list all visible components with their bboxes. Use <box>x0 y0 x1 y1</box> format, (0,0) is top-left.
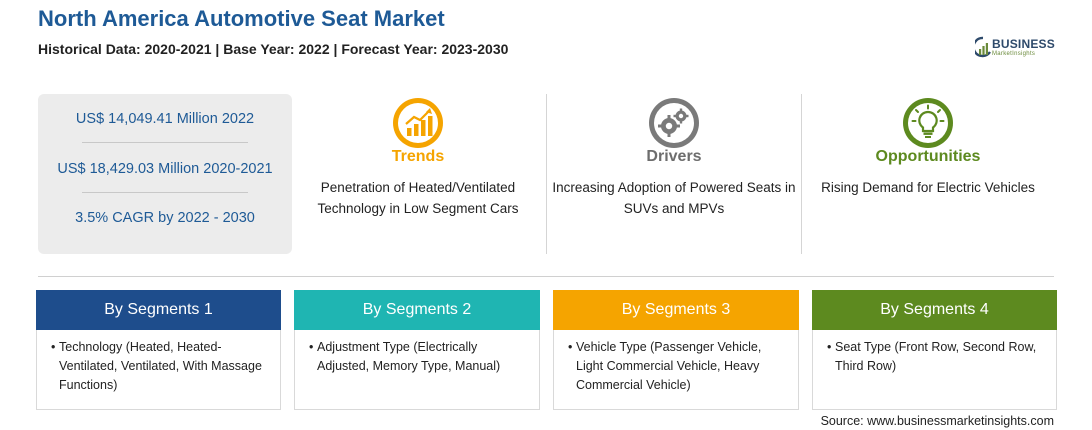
drivers-text: Increasing Adoption of Powered Seats in … <box>552 180 796 216</box>
segment-4-text: Seat Type (Front Row, Second Row, Third … <box>835 340 1037 373</box>
column-divider <box>801 94 802 254</box>
gears-icon <box>649 98 699 148</box>
segment-3-body: • Vehicle Type (Passenger Vehicle, Light… <box>553 330 799 410</box>
segment-3-text: Vehicle Type (Passenger Vehicle, Light C… <box>576 340 762 392</box>
page-title: North America Automotive Seat Market <box>38 6 445 31</box>
page-subtitle: Historical Data: 2020-2021 | Base Year: … <box>38 41 509 57</box>
column-divider <box>546 94 547 254</box>
segment-1-title: By Segments 1 <box>36 290 281 330</box>
segment-1-body: • Technology (Heated, Heated-Ventilated,… <box>36 330 281 410</box>
drivers-heading: Drivers <box>646 148 702 165</box>
segment-card-2: By Segments 2 • Adjustment Type (Electri… <box>294 290 540 410</box>
opportunities-text: Rising Demand for Electric Vehicles <box>821 180 1035 195</box>
trend-chart-icon <box>393 98 443 148</box>
trends-column: Trends Penetration of Heated/Ventilated … <box>293 94 543 254</box>
segment-card-3: By Segments 3 • Vehicle Type (Passenger … <box>553 290 799 410</box>
segment-4-body: • Seat Type (Front Row, Second Row, Thir… <box>812 330 1057 410</box>
segment-2-text: Adjustment Type (Electrically Adjusted, … <box>317 340 501 373</box>
logo-mark-icon <box>975 36 991 58</box>
logo-subtext: MarketInsights <box>992 51 1036 57</box>
opportunities-column: Opportunities Rising Demand for Electric… <box>803 94 1053 254</box>
segment-3-title: By Segments 3 <box>553 290 799 330</box>
drivers-column: Drivers Increasing Adoption of Powered S… <box>549 94 799 254</box>
stat-market-size-historical: US$ 18,429.03 Million 2020-2021 <box>57 161 273 177</box>
bullet-marker: • <box>51 340 56 354</box>
stat-divider <box>82 192 248 193</box>
section-divider <box>38 276 1054 277</box>
company-logo: BUSINESS MarketInsights <box>975 36 1065 62</box>
segment-2-body: • Adjustment Type (Electrically Adjusted… <box>294 330 540 410</box>
trends-text: Penetration of Heated/Ventilated Technol… <box>317 180 519 216</box>
trends-heading: Trends <box>391 148 445 165</box>
stat-market-size-2022: US$ 14,049.41 Million 2022 <box>75 111 255 127</box>
segment-4-title: By Segments 4 <box>812 290 1057 330</box>
stat-divider <box>82 142 248 143</box>
segment-card-4: By Segments 4 • Seat Type (Front Row, Se… <box>812 290 1057 410</box>
segment-1-text: Technology (Heated, Heated-Ventilated, V… <box>59 340 262 392</box>
market-stats-panel: US$ 14,049.41 Million 2022 US$ 18,429.03… <box>38 94 292 254</box>
source-link[interactable]: Source: www.businessmarketinsights.com <box>820 414 1054 428</box>
bullet-marker: • <box>568 340 573 354</box>
bullet-marker: • <box>827 340 832 354</box>
segment-2-title: By Segments 2 <box>294 290 540 330</box>
bullet-marker: • <box>309 340 314 354</box>
opportunities-heading: Opportunities <box>875 148 981 165</box>
segment-card-1: By Segments 1 • Technology (Heated, Heat… <box>36 290 281 410</box>
logo-wordmark: BUSINESS <box>992 37 1055 51</box>
stat-cagr: 3.5% CAGR by 2022 - 2030 <box>75 210 255 226</box>
lightbulb-icon <box>903 98 953 148</box>
